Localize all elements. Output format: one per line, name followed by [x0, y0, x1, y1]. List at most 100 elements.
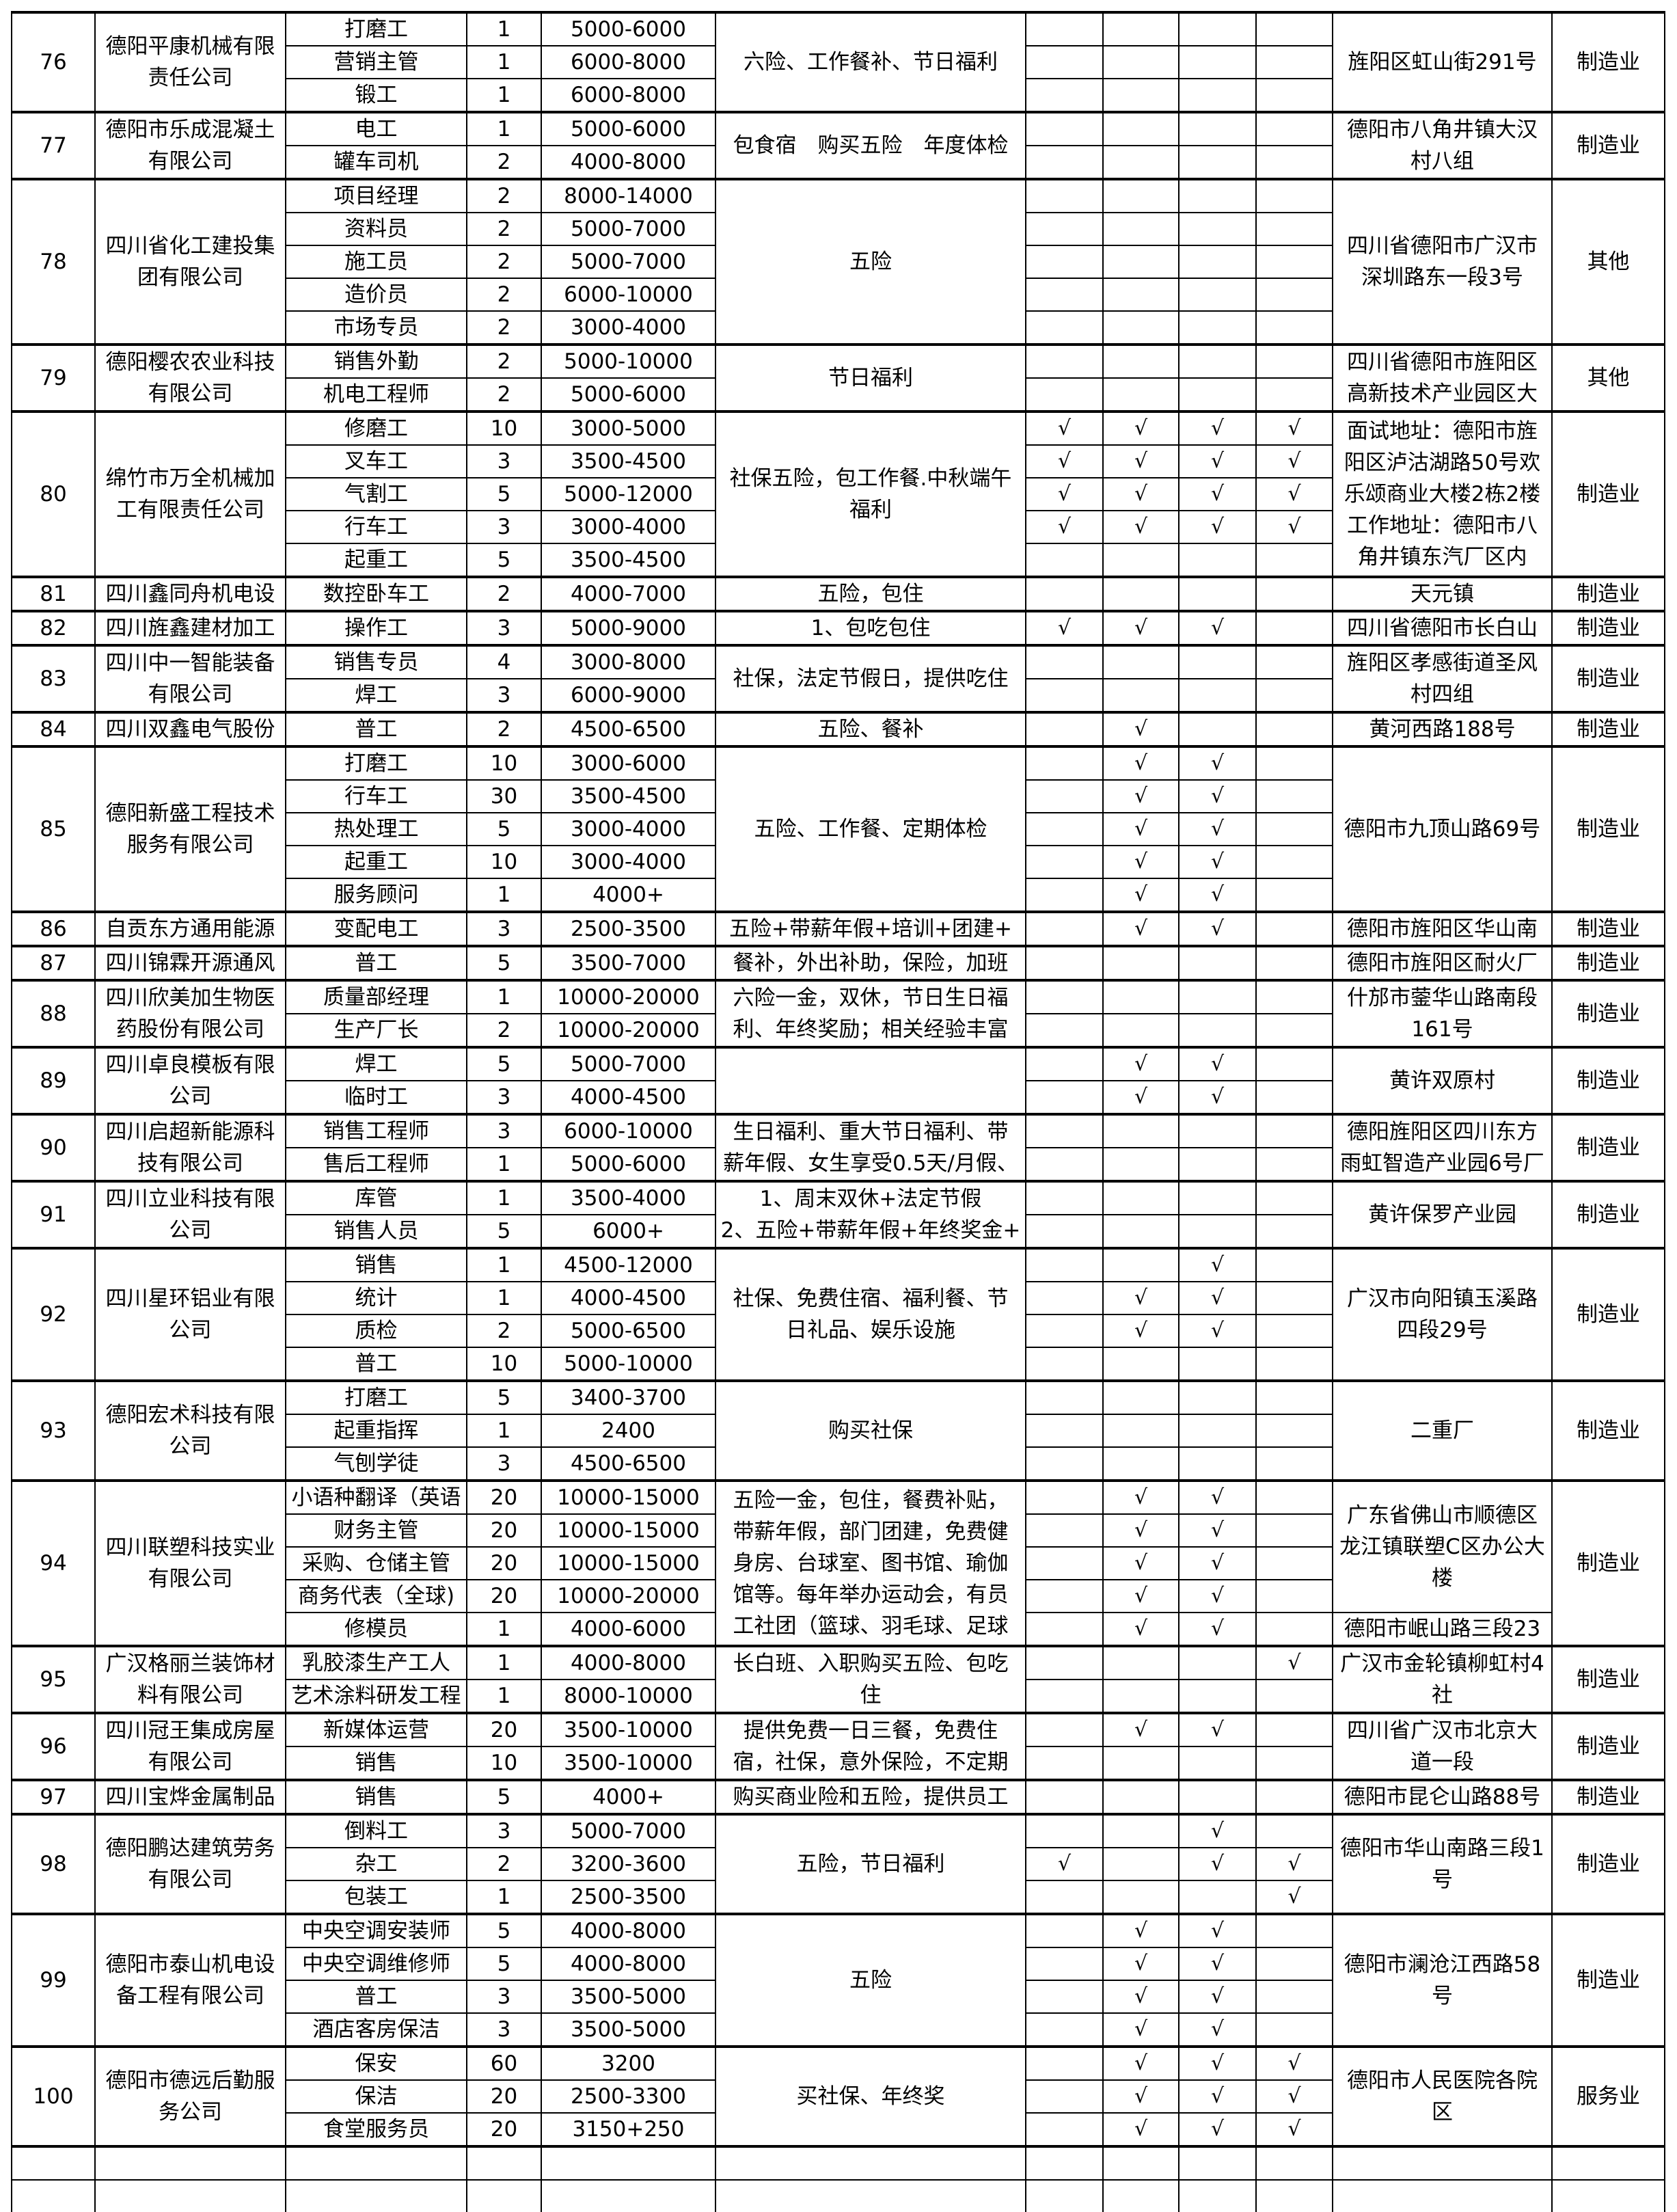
benefit-check-cell — [1255, 610, 1333, 646]
check-mark-icon: √ — [1134, 751, 1148, 775]
benefit-check-cell-text — [1257, 781, 1331, 811]
industry-text: 制造业 — [1577, 917, 1640, 941]
benefit-check-cell-text — [1027, 983, 1102, 1012]
position-salary: 10000-20000 — [541, 1579, 716, 1613]
position-count-text: 3 — [497, 1819, 511, 1844]
position-title: 质检 — [285, 1314, 467, 1348]
position-salary-text: 4000+ — [592, 1785, 664, 1809]
position-count-text: 10 — [490, 1351, 518, 1376]
position-count: 1 — [466, 1679, 542, 1714]
position-salary: 4000-6000 — [541, 1612, 716, 1647]
benefit-check-cell: √ — [1255, 2079, 1333, 2114]
benefit-check-cell: √ — [1102, 1947, 1180, 1981]
benefit-check-cell-text — [1180, 214, 1255, 244]
position-count-text: 5 — [497, 1919, 511, 1943]
position-count: 20 — [466, 2112, 542, 2147]
position-count: 2 — [466, 1314, 542, 1348]
benefits: 五险+带薪年假+培训+团建+ — [715, 911, 1026, 947]
position-count: 3 — [466, 1980, 542, 2014]
position-count-text: 5 — [497, 1386, 511, 1410]
table-row: 83 四川中一智能装备 有限公司 销售专员 4 3000-8000 社保，法定节假日，提供… — [11, 644, 1665, 713]
position-title: 杂工 — [285, 1847, 467, 1881]
benefit-check-cell: √ — [1102, 745, 1180, 781]
company-name-text: 四川省化工建投集 团有限公司 — [105, 234, 275, 290]
benefit-check-cell-text — [1180, 1448, 1255, 1479]
address: 二重厂 — [1332, 1379, 1553, 1481]
benefit-check-cell-text — [1257, 847, 1331, 877]
position-count: 2 — [466, 576, 542, 612]
benefit-check-cell-text — [1104, 1681, 1177, 1712]
table-row: 生产厂长 2 10000-20000 — [12, 1013, 1665, 1048]
address: 旌阳区虹山街291号 — [1332, 11, 1553, 113]
benefit-check-cell — [1178, 1214, 1257, 1249]
position-title: 倒料工 — [285, 1813, 467, 1848]
benefit-check-cell — [1255, 1379, 1333, 1415]
address: 天元镇 — [1332, 576, 1553, 612]
position-count: 1 — [466, 1180, 542, 1215]
industry-text: 制造业 — [1577, 482, 1640, 507]
address: 德阳市华山南路三段1 号 — [1332, 1813, 1553, 1915]
position-title-text: 倒料工 — [344, 1819, 408, 1844]
table-row: 资料员 2 5000-7000 — [12, 212, 1665, 246]
benefit-check-cell-text — [1180, 1882, 1255, 1913]
position-title: 营销主管 — [285, 45, 467, 79]
benefit-check-cell: √ — [1102, 1980, 1180, 2014]
benefit-check-cell — [1025, 2012, 1104, 2047]
industry: 制造业 — [1551, 576, 1665, 612]
check-mark-icon: √ — [1134, 482, 1148, 506]
empty-cell-text — [1104, 2149, 1177, 2179]
benefit-check-cell — [1255, 1779, 1333, 1815]
benefit-check-cell — [1178, 1013, 1257, 1048]
benefit-check-cell-text — [1027, 2081, 1102, 2112]
position-count: 3 — [466, 2012, 542, 2047]
empty-cell-text — [96, 2181, 284, 2212]
company-name-text: 四川旌鑫建材加工 — [105, 616, 275, 640]
check-mark-icon: √ — [1057, 482, 1072, 506]
address: 广汉市金轮镇柳虹村4 社 — [1332, 1645, 1553, 1714]
check-mark-icon: √ — [1210, 1718, 1225, 1742]
check-mark-icon: √ — [1057, 1852, 1072, 1876]
benefits: 社保，法定节假日，提供吃住 — [715, 644, 1026, 713]
address-text: 广汉市向阳镇玉溪路 四段29号 — [1347, 1286, 1538, 1343]
benefit-check-cell — [1178, 1379, 1257, 1415]
benefit-check-cell-text — [1027, 1649, 1102, 1678]
benefit-check-cell — [1178, 78, 1257, 113]
company-name-text: 绵竹市万全机械加 工有限责任公司 — [105, 466, 275, 522]
position-count-text: 3 — [497, 616, 511, 640]
position-salary: 4000-8000 — [541, 1947, 716, 1981]
check-mark-icon: √ — [1057, 449, 1072, 473]
benefit-check-cell-text — [1027, 80, 1102, 111]
benefit-check-cell: √ — [1102, 1479, 1180, 1515]
benefits: 长白班、入职购买五险、包吃 住 — [715, 1645, 1026, 1714]
benefit-check-cell — [1255, 1214, 1333, 1249]
position-title: 新媒体运营 — [285, 1712, 467, 1747]
position-title-text: 变配电工 — [333, 917, 419, 941]
check-mark-icon: √ — [1210, 817, 1225, 841]
position-count: 10 — [466, 745, 542, 781]
position-count-text: 2 — [497, 717, 511, 742]
position-title-text: 质检 — [355, 1319, 398, 1343]
benefit-check-cell — [1102, 1813, 1180, 1848]
industry: 制造业 — [1551, 945, 1665, 981]
benefits — [715, 1046, 1026, 1115]
industry: 制造业 — [1551, 911, 1665, 947]
benefit-check-cell — [1102, 1147, 1180, 1182]
position-title: 数控卧车工 — [285, 576, 467, 612]
industry: 制造业 — [1551, 1645, 1665, 1714]
position-title: 酒店客房保洁 — [285, 2012, 467, 2047]
benefit-check-cell: √ — [1102, 444, 1180, 478]
check-mark-icon: √ — [1210, 2017, 1225, 2041]
position-title: 包装工 — [285, 1880, 467, 1915]
benefit-check-cell — [1102, 945, 1180, 981]
position-salary-text: 6000-8000 — [571, 50, 686, 75]
benefit-check-cell-text — [1180, 15, 1255, 44]
position-count-text: 1 — [497, 1684, 511, 1708]
benefit-check-cell-text — [1180, 379, 1255, 410]
benefit-check-cell: √ — [1255, 2112, 1333, 2147]
position-count: 5 — [466, 1214, 542, 1249]
position-salary: 5000-6000 — [541, 1147, 716, 1182]
position-count-text: 1 — [497, 1885, 511, 1909]
position-count-text: 1 — [497, 882, 511, 907]
position-salary-text: 3000-4000 — [571, 315, 686, 340]
table-row: 气刨学徒 3 4500-6500 — [12, 1446, 1665, 1481]
